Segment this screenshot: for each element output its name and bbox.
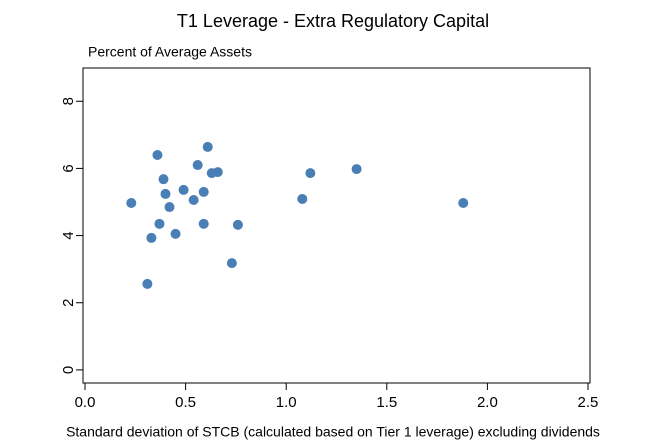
point [202, 141, 213, 152]
point [126, 198, 137, 208]
point [158, 174, 169, 185]
chart-subtitle: Percent of Average Assets [88, 44, 252, 60]
chart-title: T1 Leverage - Extra Regulatory Capital [177, 11, 489, 31]
y-tick-label: 4 [60, 231, 77, 239]
point [170, 228, 181, 239]
x-tick-label: 2.0 [477, 394, 498, 411]
point [192, 160, 203, 171]
point [305, 168, 316, 179]
plot-frame [82, 67, 591, 384]
point [297, 193, 308, 204]
point [232, 219, 243, 230]
point [226, 258, 237, 269]
y-tick-label: 2 [60, 299, 77, 307]
point [351, 164, 362, 175]
point [188, 194, 199, 205]
y-tick-label: 0 [60, 366, 77, 374]
x-axis-label: Standard deviation of STCB (calculated b… [66, 424, 600, 440]
point [458, 198, 469, 208]
x-tick-label: 0.5 [175, 394, 196, 411]
x-tick-label: 1.5 [376, 394, 397, 411]
point [164, 202, 175, 213]
point [198, 186, 209, 197]
point [142, 278, 153, 289]
x-tick-label: 0.0 [75, 394, 96, 411]
point [146, 232, 157, 243]
y-tick-label: 8 [60, 97, 77, 105]
point [160, 188, 171, 199]
point [198, 218, 209, 229]
point [212, 167, 223, 178]
x-tick-label: 1.0 [276, 394, 297, 411]
point [152, 149, 163, 160]
point [154, 218, 165, 229]
x-tick-label: 2.5 [578, 394, 599, 411]
y-tick-label: 6 [60, 164, 77, 172]
point [178, 184, 189, 195]
